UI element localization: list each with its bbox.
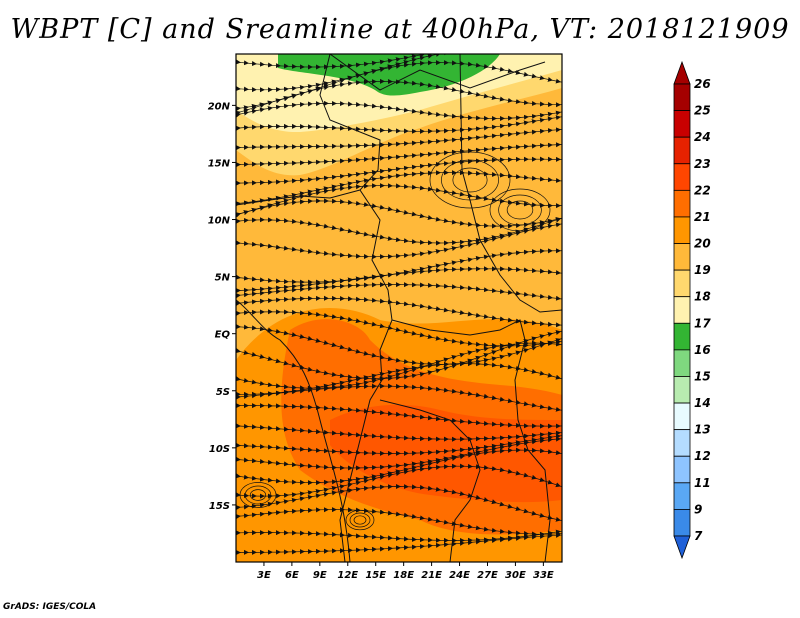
lon-tick-label: 15E [365,570,386,581]
lat-tick-label: 5N [215,273,231,284]
colorbar-swatch [673,296,691,324]
colorbar-label: 19 [694,263,711,277]
colorbar-label: 24 [694,130,711,144]
colorbar-label: 15 [694,369,711,383]
colorbar-swatch [673,189,691,218]
colorbar-swatch [673,216,691,244]
colorbar-label: 25 [694,104,711,118]
grads-credit: GrADS: IGES/COLA [3,602,97,612]
colorbar-swatch [673,322,691,351]
colorbar-label: 23 [694,157,711,171]
map-frame [235,53,563,563]
map-title: WBPT [C] and Sreamline at 400hPa, VT: 20… [10,14,790,45]
colorbar-swatch [673,402,691,431]
colorbar-label: 7 [694,529,703,543]
streamlines [236,54,562,556]
streamline-vortex [345,509,375,531]
streamline [236,383,562,412]
colorbar-swatch [673,269,691,298]
streamline [236,78,562,116]
lon-tick-label: 6E [285,570,299,581]
colorbar-swatch [673,163,691,191]
map-panel [236,54,562,562]
streamline-vortex [349,512,371,528]
colorbar-swatch [673,83,691,111]
colorbar-bottom-arrow [673,535,691,560]
streamline-vortex [452,167,488,193]
lon-tick-label: 9E [313,570,327,581]
lat-tick-label: 15N [208,158,231,169]
colorbar-top-arrow [673,60,691,85]
streamline [236,532,562,556]
colorbar-swatch [673,136,691,165]
colorbar-label: 16 [694,343,711,357]
colorbar-swatch [673,429,691,457]
streamline [236,282,562,301]
lat-tick-label: 20N [208,101,231,112]
colorbar-label: 22 [694,183,711,197]
country-borders [236,54,562,562]
lon-tick-label: 3E [257,570,271,581]
colorbar-label: 21 [694,210,711,224]
streamline-vortex [244,485,272,505]
colorbar-label: 9 [694,502,702,516]
streamline-vortex [239,482,277,508]
colorbar-swatch [673,455,691,484]
streamline-vortex [498,194,542,226]
colorbar-swatch [673,243,691,271]
lon-tick-label: 12E [337,570,358,581]
colorbar-label: 17 [694,316,711,330]
lat-tick-label: 10N [208,216,231,227]
streamline-vortex [353,515,367,525]
lon-tick-label: 27E [477,570,498,581]
lon-tick-label: 30E [505,570,526,581]
lat-tick-label: 10S [209,444,230,455]
colorbar-swatch [673,509,691,537]
lon-tick-label: 18E [393,570,414,581]
colorbar-label: 12 [694,449,711,463]
colorbar-label: 13 [694,423,711,437]
colorbar-label: 14 [694,396,711,410]
lat-tick-label: 5S [216,387,230,398]
colorbar: 26 25 24 23 22 21 20 19 18 17 16 15 14 13 12 11 9 7 [673,60,711,560]
colorbar-swatch [673,349,691,377]
latitude-axis: 20N 15N 10N 5N EQ 5S 10S 15S [208,101,236,512]
longitude-axis: 3E 6E 9E 12E 15E 18E 21E 24E 27E 30E 33E [257,562,554,581]
lat-tick-label: 15S [209,501,230,512]
lon-tick-label: 21E [421,570,442,581]
streamline-vortex [429,151,511,209]
colorbar-swatch [673,376,691,404]
colorbar-label: 20 [694,237,711,251]
streamline-vortex [489,188,551,232]
colorbar-swatch [673,482,691,510]
colorbar-swatch [673,110,691,138]
streamline-vortex [506,200,534,220]
streamline-vortex [249,489,267,501]
colorbar-label: 18 [694,290,711,304]
colorbar-label: 11 [694,476,711,490]
lon-tick-label: 24E [449,570,470,581]
lat-tick-label: EQ [215,330,231,341]
colorbar-label: 26 [694,77,711,91]
lon-tick-label: 33E [533,570,554,581]
